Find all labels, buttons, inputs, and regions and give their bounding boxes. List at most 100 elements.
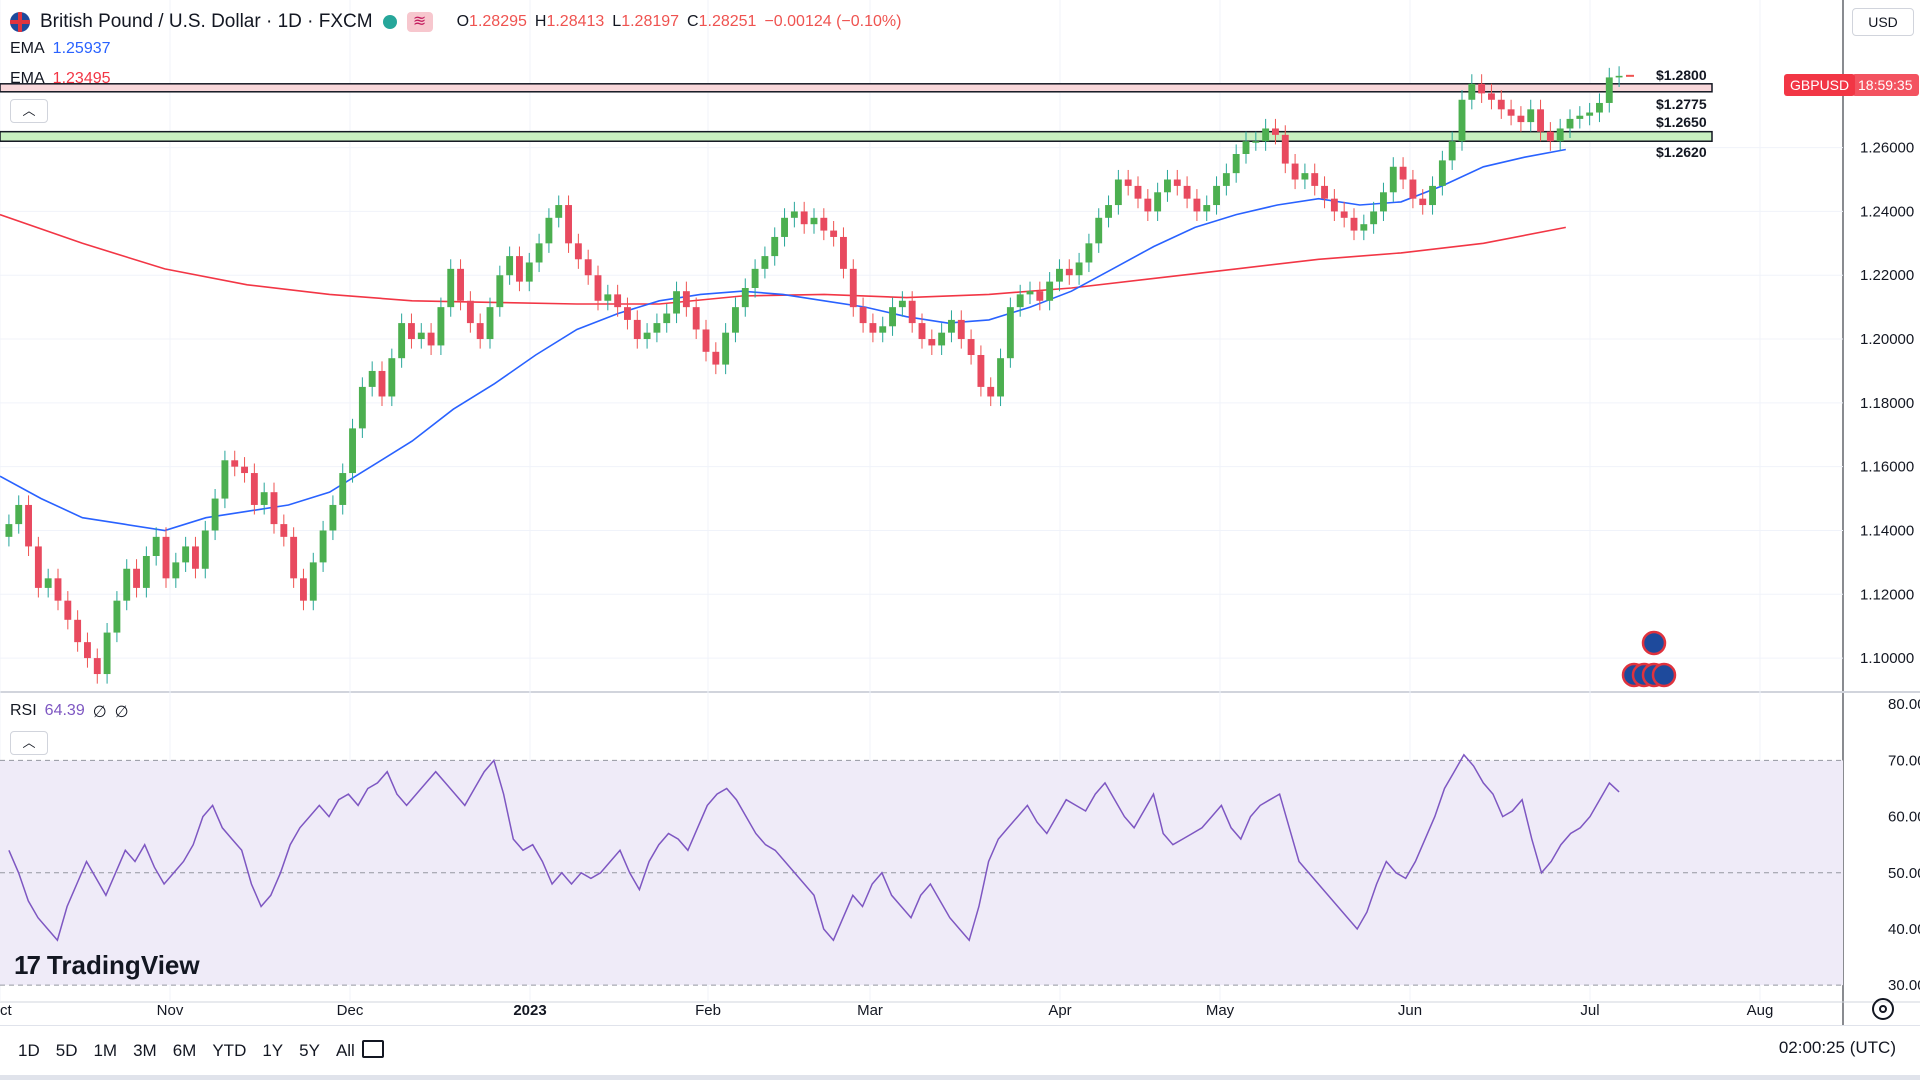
candle-body — [516, 256, 523, 282]
candle-body — [358, 386, 366, 429]
candle-body — [1478, 83, 1486, 94]
candle-body — [1124, 179, 1132, 186]
candle-body — [1046, 281, 1054, 301]
candle-body — [25, 504, 32, 547]
price-tick-label: 1.16000 — [1860, 459, 1914, 476]
close-value: 1.28251 — [698, 13, 757, 30]
candle-body — [162, 536, 170, 579]
gear-icon[interactable] — [1872, 998, 1894, 1020]
ohlc-values: O1.28295 H1.28413 L1.28197 C1.28251 −0.0… — [456, 13, 902, 30]
candle-body — [1085, 243, 1093, 263]
candle-body — [1114, 179, 1122, 206]
tradingview-logo[interactable]: 17 TradingView — [14, 950, 200, 980]
timeframe-1m[interactable]: 1M — [93, 1041, 118, 1060]
candle-body — [182, 546, 190, 563]
candle-body — [928, 339, 936, 346]
candle-body — [260, 492, 268, 505]
waves-icon[interactable]: ≋ — [406, 12, 433, 32]
candle-body — [506, 256, 514, 276]
bottom-strip — [0, 1075, 1920, 1080]
rsi-chevron-up-icon[interactable]: ︿ — [10, 731, 48, 755]
candle-body — [977, 355, 985, 387]
time-tick-label: Oct — [0, 1002, 12, 1019]
candle-body — [1105, 205, 1112, 218]
candle-body — [1438, 160, 1446, 186]
sr-label: $1.2650 — [1656, 114, 1707, 130]
candle-body — [957, 319, 965, 340]
timeframe-3m[interactable]: 3M — [133, 1041, 157, 1060]
economic-event-icon — [1651, 662, 1677, 688]
candle-body — [948, 319, 955, 333]
candle-body — [241, 466, 248, 474]
rsi-value: 64.39 — [44, 702, 85, 719]
candle-body — [1350, 217, 1358, 231]
timeframe-all[interactable]: All — [335, 1041, 355, 1060]
rsi-tick-label: 30.00 — [1888, 977, 1920, 994]
candle-body — [1507, 109, 1515, 116]
candle-body — [1527, 109, 1535, 123]
utc-clock[interactable]: 02:00:25 (UTC) — [1778, 1038, 1896, 1057]
calendar-range-icon[interactable] — [362, 1040, 384, 1058]
currency-button[interactable]: USD — [1852, 8, 1914, 36]
candle-body — [1488, 93, 1495, 100]
candle-body — [849, 268, 857, 308]
candle-body — [133, 568, 140, 588]
market-open-icon — [382, 15, 397, 29]
candle-body — [1497, 99, 1505, 110]
candle-body — [594, 275, 602, 301]
timeframe-1y[interactable]: 1Y — [262, 1041, 284, 1060]
ema-slow-value: 1.23495 — [52, 70, 111, 87]
ema-slow-legend[interactable]: EMA 1.23495 — [10, 70, 111, 87]
candle-body — [535, 243, 543, 263]
candle-body — [712, 351, 720, 365]
candle-body — [1311, 173, 1319, 186]
timeframe-ytd[interactable]: YTD — [212, 1041, 247, 1060]
ema-fast-legend[interactable]: EMA 1.25937 — [10, 40, 111, 57]
high-value: 1.28413 — [546, 13, 605, 30]
chevron-up-icon[interactable]: ︿ — [10, 99, 48, 123]
countdown-badge: 18:59:35 — [1852, 74, 1919, 96]
candle-body — [1458, 99, 1466, 142]
ema-fast-line — [0, 148, 1566, 532]
candle-body — [908, 300, 916, 324]
candle-body — [447, 268, 455, 308]
candle-body — [1330, 198, 1338, 212]
candle-body — [54, 578, 62, 601]
price-tick-label: 1.24000 — [1860, 203, 1914, 220]
candle-body — [1095, 217, 1103, 244]
candle-body — [319, 530, 327, 563]
rsi-tick-label: 70.00 — [1888, 752, 1920, 769]
rsi-legend[interactable]: RSI 64.39 ∅ ∅ — [10, 702, 129, 721]
candle-body — [1164, 179, 1171, 193]
price-tick-label: 1.12000 — [1860, 586, 1914, 603]
candle-body — [800, 211, 808, 225]
candle-body — [1301, 173, 1309, 180]
symbol-title[interactable]: British Pound / U.S. Dollar · 1D · FXCM — [40, 11, 373, 32]
candle-body — [93, 658, 101, 675]
timeframe-5d[interactable]: 5D — [55, 1041, 78, 1060]
candle-body — [781, 217, 788, 237]
timeframe-6m[interactable]: 6M — [172, 1041, 197, 1060]
price-tick-label: 1.22000 — [1860, 267, 1914, 284]
candle-body — [1272, 128, 1279, 135]
candle-body — [702, 329, 710, 352]
candle-body — [427, 332, 435, 346]
candle-body — [84, 642, 91, 659]
open-value: 1.28295 — [469, 13, 527, 30]
time-tick-label: 2023 — [513, 1002, 546, 1019]
candle-body — [15, 504, 23, 525]
candle-body — [997, 358, 1004, 397]
candle-body — [1380, 192, 1387, 212]
candle-body — [732, 307, 739, 333]
candle-body — [1448, 141, 1456, 161]
timeframe-1d[interactable]: 1D — [18, 1041, 40, 1060]
gb-us-flag-icon — [10, 12, 30, 32]
timeframe-5y[interactable]: 5Y — [299, 1041, 320, 1060]
time-tick-label: Jun — [1398, 1002, 1422, 1019]
candle-body — [1537, 109, 1544, 132]
rsi-line — [8, 753, 1620, 942]
candle-body — [34, 546, 42, 588]
candle-body — [741, 288, 749, 308]
candle-body — [967, 339, 975, 355]
